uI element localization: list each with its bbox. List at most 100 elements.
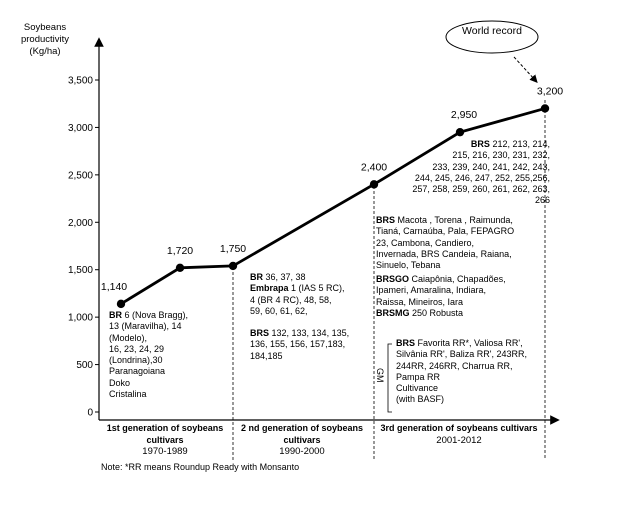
generation-3-name: 3rd generation of soybeans cultivars bbox=[380, 423, 538, 433]
cultivar-text: 136, 155, 156, 157,183, bbox=[250, 339, 346, 350]
y-tick-label: 1,000 bbox=[68, 313, 93, 324]
cultivar-line: (with BASF) bbox=[396, 394, 556, 405]
generation-1-years: 1970-1989 bbox=[142, 446, 188, 457]
cultivar-line: Ipameri, Amaralina, Indiara, bbox=[376, 285, 546, 296]
cultivars-gen1: BR 6 (Nova Bragg), 13 (Maravilha), 14 (Mod… bbox=[109, 310, 229, 400]
series-line bbox=[116, 104, 550, 309]
cultivar-text: Doko bbox=[109, 377, 131, 388]
cultivar-line: Cristalina bbox=[109, 389, 229, 400]
cultivar-line: Cultivance bbox=[396, 383, 556, 394]
point-value-label: 2,400 bbox=[361, 161, 387, 173]
generation-dividers bbox=[232, 100, 546, 460]
cultivar-line: BRSMG 250 Robusta bbox=[376, 308, 546, 319]
world-record-label: World record bbox=[462, 25, 522, 37]
cultivar-line: 23, Cambona, Candiero, bbox=[376, 238, 546, 249]
data-point bbox=[369, 180, 379, 189]
cultivar-line: BRS 212, 213, 214, bbox=[400, 139, 550, 150]
cultivar-line: BRS Macota , Torena , Raimunda, bbox=[376, 215, 546, 226]
data-point bbox=[116, 299, 126, 309]
point-value-label: 2,950 bbox=[451, 109, 477, 121]
cultivar-line: 244, 245, 246, 247, 252, 255,256, bbox=[400, 173, 550, 184]
cultivars-gen3-brsgo-brsmg: BRSGO Caiapônia, Chapadões, Ipameri, Amar… bbox=[376, 274, 546, 319]
cultivar-text: (Modelo), bbox=[109, 332, 148, 343]
cultivar-text: 132, 133, 134, 135, bbox=[269, 328, 350, 338]
cultivar-line: BR 6 (Nova Bragg), bbox=[109, 310, 229, 321]
data-point bbox=[175, 263, 185, 273]
generation-1-name: 1st generation of soybeans cultivars bbox=[106, 423, 224, 445]
data-point bbox=[540, 104, 550, 113]
axes bbox=[94, 37, 560, 425]
generation-1-label: 1st generation of soybeans cultivars 197… bbox=[100, 423, 230, 458]
cultivar-series-name: BRS bbox=[376, 215, 396, 225]
world-record-ellipse bbox=[445, 20, 539, 54]
cultivar-line: Embrapa 1 (IAS 5 RC), bbox=[250, 283, 380, 294]
cultivar-text: Caiapônia, Chapadões, bbox=[409, 274, 506, 284]
gm-bracket bbox=[387, 343, 392, 413]
cultivar-text: (Londrina),30 bbox=[109, 355, 163, 366]
cultivar-text: Paranagoiana bbox=[109, 366, 166, 377]
cultivar-text: Pampa RR bbox=[396, 371, 441, 382]
cultivar-text: Tianá, Carnaúba, Pala, FEPAGRO bbox=[376, 226, 515, 237]
cultivar-text: 233, 239, 240, 241, 242, 243, bbox=[432, 161, 550, 172]
cultivar-series-name: Embrapa bbox=[250, 283, 289, 294]
cultivar-text: 244RR, 246RR, Charrua RR, bbox=[396, 360, 513, 371]
y-tick-label: 0 bbox=[87, 408, 93, 419]
point-labels: 1,140 1,720 1,750 2,400 2,950 3,200 bbox=[101, 85, 563, 292]
cultivar-text: 184,185 bbox=[250, 350, 283, 361]
cultivar-line: 136, 155, 156, 157,183, bbox=[250, 339, 380, 350]
cultivar-text: 13 (Maravilha), 14 bbox=[109, 321, 182, 332]
cultivar-line: 59, 60, 61, 62, bbox=[250, 306, 380, 317]
cultivar-line: BRSGO Caiapônia, Chapadões, bbox=[376, 274, 546, 285]
cultivar-text: (with BASF) bbox=[396, 394, 445, 405]
cultivar-line: (Modelo), bbox=[109, 333, 229, 344]
cultivar-text: 23, Cambona, Candiero, bbox=[376, 237, 475, 248]
cultivar-text: 257, 258, 259, 260, 261, 262, 263, bbox=[412, 184, 550, 195]
cultivar-series-name: BR bbox=[250, 272, 263, 282]
point-value-label: 3,200 bbox=[537, 85, 563, 97]
cultivar-line: BRS Favorita RR*, Valiosa RR', bbox=[396, 338, 556, 349]
cultivar-text: Silvânia RR', Baliza RR', 243RR, bbox=[396, 349, 527, 360]
generation-2-label: 2 nd generation of soybeans cultivars 19… bbox=[232, 423, 372, 458]
cultivar-line: 184,185 bbox=[250, 351, 380, 362]
cultivar-text: 6 (Nova Bragg), bbox=[122, 310, 189, 320]
cultivars-gen2-br-embrapa: BR 36, 37, 38 Embrapa 1 (IAS 5 RC), 4 (BR … bbox=[250, 272, 380, 317]
y-tick-label: 2,000 bbox=[68, 218, 93, 229]
cultivar-series-name: BRSMG bbox=[376, 307, 410, 318]
cultivar-text: 1 (IAS 5 RC), bbox=[288, 283, 345, 294]
cultivar-text: 244, 245, 246, 247, 252, 255,256, bbox=[414, 172, 550, 183]
cultivar-line: 266 bbox=[400, 195, 550, 206]
y-ticks: 0 500 1,000 1,500 2,000 2,500 3,000 3,500 bbox=[68, 76, 99, 419]
cultivar-text: Sinuelo, Tebana bbox=[376, 260, 441, 271]
cultivar-text: Invernada, BRS Candeia, Raiana, bbox=[376, 248, 512, 259]
cultivar-text: Raissa, Mineiros, Iara bbox=[376, 296, 464, 307]
generation-3-label: 3rd generation of soybeans cultivars 200… bbox=[374, 423, 544, 446]
data-point bbox=[455, 127, 465, 137]
point-value-label: 1,140 bbox=[101, 281, 127, 293]
cultivar-line: 4 (BR 4 RC), 48, 58, bbox=[250, 295, 380, 306]
y-axis-label: Soybeans productivity (Kg/ha) bbox=[20, 22, 70, 57]
cultivar-text: Cultivance bbox=[396, 383, 439, 394]
footnote: Note: *RR means Roundup Ready with Monsa… bbox=[101, 462, 300, 472]
y-tick-label: 3,000 bbox=[68, 123, 93, 134]
cultivar-line: BR 36, 37, 38 bbox=[250, 272, 380, 283]
cultivar-line: Invernada, BRS Candeia, Raiana, bbox=[376, 249, 546, 260]
gm-label: GM bbox=[375, 368, 385, 383]
cultivar-text: 212, 213, 214, bbox=[489, 139, 550, 149]
cultivars-gen2-brs: BRS 132, 133, 134, 135, 136, 155, 156, 15… bbox=[250, 328, 380, 362]
cultivar-line: 244RR, 246RR, Charrua RR, bbox=[396, 361, 556, 372]
cultivars-gen3-brs-names: BRS Macota , Torena , Raimunda, Tianá, Ca… bbox=[376, 215, 546, 271]
cultivars-gen3-gm: BRS Favorita RR*, Valiosa RR', Silvânia R… bbox=[396, 338, 556, 406]
cultivar-text: Cristalina bbox=[109, 389, 147, 400]
cultivar-text: 215, 216, 230, 231, 232, bbox=[452, 150, 550, 161]
cultivar-text: Favorita RR*, Valiosa RR', bbox=[415, 338, 523, 348]
generation-3-years: 2001-2012 bbox=[436, 434, 482, 446]
world-record-arrow bbox=[513, 56, 538, 83]
generation-2-years: 1990-2000 bbox=[279, 446, 325, 457]
cultivar-line: BRS 132, 133, 134, 135, bbox=[250, 328, 380, 339]
cultivar-text: 36, 37, 38 bbox=[263, 272, 306, 282]
cultivar-line: (Londrina),30 bbox=[109, 355, 229, 366]
cultivar-line: 215, 216, 230, 231, 232, bbox=[400, 150, 550, 161]
cultivar-line: Tianá, Carnaúba, Pala, FEPAGRO bbox=[376, 226, 546, 237]
cultivars-gen3-brs-numbers: BRS 212, 213, 214, 215, 216, 230, 231, 23… bbox=[400, 139, 550, 207]
y-tick-label: 1,500 bbox=[68, 265, 93, 276]
